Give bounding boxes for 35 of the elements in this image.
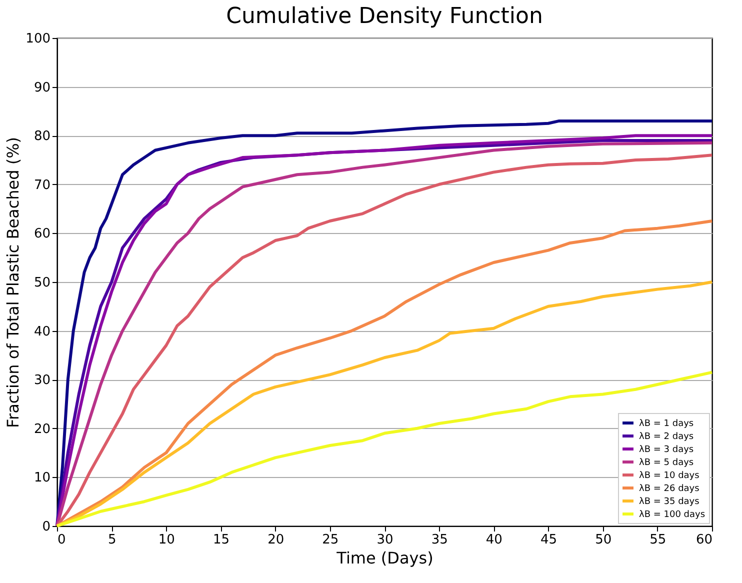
legend-label: λB = 100 days xyxy=(639,510,706,520)
legend-label: λB = 10 days xyxy=(639,471,700,481)
x-tick-label: 60 xyxy=(696,532,712,548)
y-tick-label: 50 xyxy=(34,276,50,290)
y-tick-label: 30 xyxy=(34,373,50,388)
y-tick-label: 10 xyxy=(34,470,50,486)
x-tick-label: 0 xyxy=(58,532,66,548)
chart-title: Cumulative Density Function xyxy=(226,4,543,29)
y-tick-label: 0 xyxy=(42,520,50,534)
y-tick-label: 100 xyxy=(26,32,50,46)
y-axis-title: Fraction of Total Plastic Beached (%) xyxy=(4,136,23,428)
x-tick-label: 40 xyxy=(486,532,502,548)
y-tick-label: 70 xyxy=(34,178,50,193)
x-axis-title: Time (Days) xyxy=(336,548,434,568)
legend-label: λB = 3 days xyxy=(639,445,694,455)
x-tick-label: 15 xyxy=(212,532,230,548)
x-tick-label: 30 xyxy=(376,532,394,548)
y-tick-label: 20 xyxy=(34,422,50,437)
y-tick-label: 40 xyxy=(34,324,50,340)
x-tick-label: 5 xyxy=(108,532,116,548)
legend-label: λB = 26 days xyxy=(639,484,700,494)
legend-label: λB = 2 days xyxy=(639,432,694,442)
y-tick-label: 90 xyxy=(34,80,50,96)
x-tick-label: 55 xyxy=(650,532,666,548)
y-tick-label: 80 xyxy=(34,129,50,144)
legend-label: λB = 5 days xyxy=(639,458,694,468)
legend-label: λB = 1 days xyxy=(639,419,694,429)
legend-label: λB = 35 days xyxy=(639,497,700,507)
x-tick-label: 50 xyxy=(595,532,612,548)
x-tick-label: 25 xyxy=(322,532,339,548)
x-tick-label: 45 xyxy=(540,532,558,548)
x-tick-label: 10 xyxy=(158,532,175,548)
x-tick-label: 20 xyxy=(268,532,284,548)
y-tick-label: 60 xyxy=(34,226,50,242)
x-tick-label: 35 xyxy=(431,532,448,548)
